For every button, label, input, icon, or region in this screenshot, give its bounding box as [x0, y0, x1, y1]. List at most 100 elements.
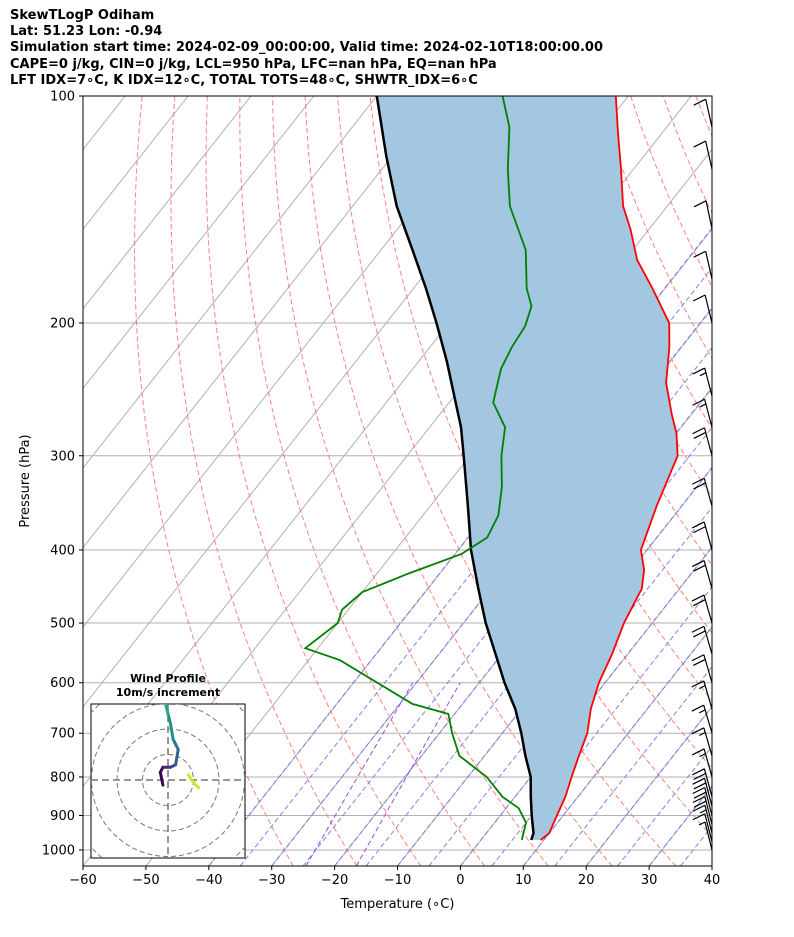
x-tick-label: −10 [384, 873, 411, 888]
convective-params-line: CAPE=0 j/kg, CIN=0 j/kg, LCL=950 hPa, LF… [10, 56, 497, 72]
dry-adiabat-line [761, 96, 794, 866]
isotherm-line [145, 148, 712, 866]
wind-barb-flag [693, 791, 707, 799]
wind-barb [691, 727, 713, 756]
time-line: Simulation start time: 2024-02-09_00:00:… [10, 40, 603, 56]
hodograph-segment [166, 712, 173, 726]
mixing-ratio-line [305, 682, 414, 866]
wind-barb-flag [693, 800, 707, 808]
wind-barb-flag [693, 250, 706, 258]
wind-barb-flag [691, 748, 705, 756]
x-tick-label: 40 [704, 873, 721, 888]
wind-barb-flag [698, 709, 706, 714]
hodograph-plot [91, 704, 245, 858]
wind-barb [692, 367, 713, 397]
wind-barb-flag [691, 521, 705, 529]
moist-adiabat-line [585, 705, 712, 866]
isotherm-line [711, 865, 712, 866]
x-tick-label: 10 [515, 873, 532, 888]
wind-barb-staff [705, 99, 713, 128]
wind-barb [698, 821, 713, 851]
wind-barb-flag [699, 403, 707, 408]
wind-barb-flag [691, 560, 705, 568]
dry-adiabat-line [239, 96, 485, 866]
wind-barb-flag [692, 367, 705, 375]
wind-barb-staff [703, 427, 713, 456]
y-tick-label: 1000 [42, 844, 75, 859]
moist-adiabat-line [617, 745, 712, 866]
wind-barb [692, 804, 713, 834]
hodograph-segment [186, 773, 195, 785]
x-tick-label: 0 [456, 873, 464, 888]
wind-barbs [691, 98, 713, 851]
wind-barb-flag [692, 795, 706, 804]
hodograph-segment [174, 747, 180, 767]
parcel-profile-line [375, 96, 535, 841]
wind-barb-flag [693, 200, 707, 208]
wind-barb-staff [703, 727, 713, 756]
wind-barb-flag [693, 772, 706, 781]
dry-adiabat-line [205, 96, 422, 866]
wind-barb-flag [693, 564, 706, 572]
isotherm-line [83, 96, 378, 469]
wind-barb [691, 654, 713, 683]
wind-barb-flag [698, 821, 706, 826]
moist-adiabat-line [711, 865, 712, 866]
wind-barb-flag [692, 427, 705, 435]
moist-adiabat-line [522, 626, 712, 866]
x-tick-label: −30 [258, 873, 285, 888]
x-axis-label: Temperature (∘C) [340, 897, 455, 912]
y-tick-label: 300 [50, 449, 75, 464]
wind-barb [692, 813, 713, 842]
wind-barb-flag [692, 658, 706, 666]
wind-barb-flag [699, 753, 706, 758]
dry-adiabat-line [133, 96, 294, 866]
wind-barb-staff [703, 680, 713, 710]
y-axis-label: Pressure (hPa) [18, 434, 33, 527]
wind-barb [691, 680, 713, 710]
x-tick-label: 30 [641, 873, 658, 888]
y-tick-label: 700 [50, 727, 75, 742]
wind-barb-staff [704, 294, 713, 324]
isotherm-line [83, 96, 189, 230]
y-tick-label: 200 [50, 316, 75, 331]
wind-barb [692, 427, 713, 456]
wind-barb [692, 777, 713, 807]
temperature-profile-line [540, 96, 679, 841]
wind-barb [692, 795, 713, 825]
y-tick-label: 800 [50, 770, 75, 785]
dry-adiabat-line [662, 96, 712, 215]
wind-barb-flag [691, 704, 705, 712]
wind-barb-staff [703, 626, 713, 655]
y-tick-label: 400 [50, 543, 75, 558]
wind-barb-staff [704, 787, 713, 816]
y-tick-label: 900 [50, 809, 75, 824]
axes: −60 −50 −40 −30 −20 −10 0 10 20 30 40 100 200 300 400 5… [18, 90, 720, 913]
wind-barb-staff [705, 251, 713, 280]
wind-barb [693, 200, 713, 229]
wind-barb [691, 748, 713, 778]
wind-barb-staff [703, 594, 713, 624]
isotherm-line [648, 785, 712, 866]
stability-indices-line: LFT IDX=7∘C, K IDX=12∘C, TOTAL TOTS=48∘C… [10, 72, 478, 88]
wind-barb-flag [691, 625, 705, 633]
wind-barb [691, 521, 713, 551]
wind-barb [692, 398, 713, 428]
wind-barb [693, 250, 713, 280]
wind-barb-flag [698, 731, 706, 737]
wind-barb [691, 560, 713, 589]
y-tick-label: 100 [50, 90, 75, 105]
wind-barb [692, 768, 713, 797]
hodograph-title: Wind Profile [130, 672, 206, 685]
wind-barb-flag [693, 431, 707, 439]
wind-barb [692, 786, 713, 816]
wind-barb-flag [699, 372, 707, 377]
dry-adiabat-line [272, 96, 549, 866]
wind-barb-flag [693, 630, 706, 638]
wind-barb-flag [692, 786, 706, 795]
x-tick-label: 20 [578, 873, 595, 888]
isotherm-line [83, 96, 441, 549]
wind-barb-staff [704, 821, 713, 851]
x-tick-label: −60 [69, 873, 96, 888]
